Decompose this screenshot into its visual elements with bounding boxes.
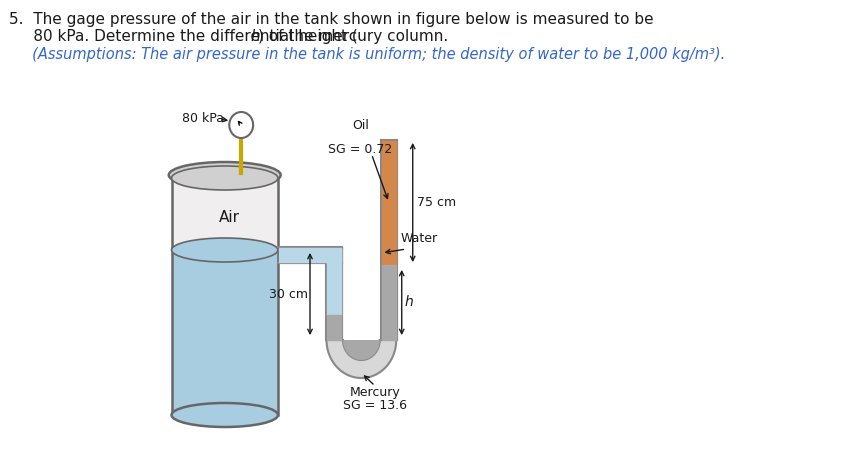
Text: Oil: Oil (352, 119, 369, 132)
Text: 75 cm: 75 cm (417, 196, 457, 209)
Text: h: h (404, 295, 414, 309)
Text: 80 kPa: 80 kPa (181, 112, 224, 126)
Ellipse shape (171, 403, 278, 427)
Text: SG = 13.6: SG = 13.6 (344, 399, 407, 412)
Bar (170, 175, 279, 176)
Ellipse shape (169, 162, 281, 188)
Text: Mercury: Mercury (349, 386, 401, 399)
Polygon shape (343, 340, 380, 360)
Text: Air: Air (219, 210, 240, 225)
Polygon shape (327, 340, 396, 378)
Text: 80 kPa. Determine the differential height (: 80 kPa. Determine the differential heigh… (9, 29, 358, 44)
Text: h: h (251, 29, 260, 44)
Circle shape (230, 112, 253, 138)
Text: 30 cm: 30 cm (269, 288, 308, 300)
Text: ) of the mercury column.: ) of the mercury column. (257, 29, 448, 44)
Ellipse shape (171, 166, 278, 190)
Bar (171, 175, 278, 250)
Text: Water: Water (401, 232, 438, 245)
Text: 5.  The gage pressure of the air in the tank shown in figure below is measured t: 5. The gage pressure of the air in the t… (9, 12, 654, 27)
Bar (171, 250, 278, 415)
Ellipse shape (171, 238, 278, 262)
Text: (Assumptions: The air pressure in the tank is uniform; the density of water to b: (Assumptions: The air pressure in the ta… (9, 47, 726, 62)
Text: SG = 0.72: SG = 0.72 (328, 143, 392, 156)
